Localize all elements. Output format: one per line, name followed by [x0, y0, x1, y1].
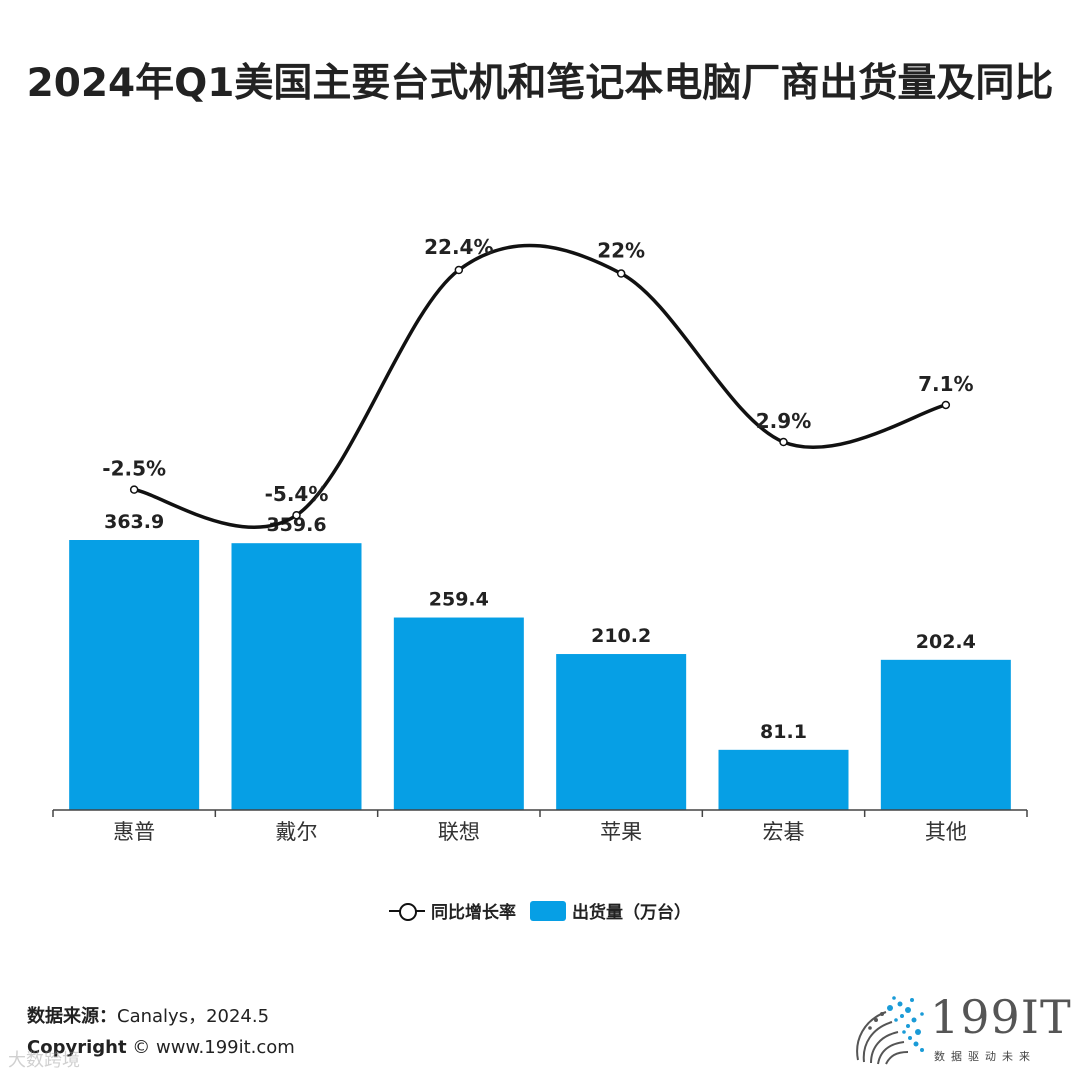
copyright-value: © www.199it.com	[132, 1037, 295, 1058]
growth-label-0: -2.5%	[102, 457, 166, 481]
x-axis: 惠普 戴尔 联想 苹果 宏碁 其他	[52, 809, 1028, 844]
x-tick-label-0: 惠普	[113, 820, 155, 844]
growth-point-2	[454, 265, 464, 275]
bar-value-label-5: 202.4	[916, 631, 976, 653]
bar-0	[69, 540, 200, 810]
copyright-label: Copyright	[27, 1037, 127, 1058]
legend-line-marker-icon	[389, 902, 425, 921]
growth-label-5: 7.1%	[918, 372, 973, 396]
legend-item-growth: 同比增长率	[389, 898, 516, 923]
bar-value-label-3: 210.2	[591, 625, 651, 647]
growth-label-2: 22.4%	[424, 235, 493, 259]
growth-label-3: 22%	[597, 239, 645, 263]
legend-growth-label: 同比增长率	[431, 903, 516, 923]
x-tick-label-5: 其他	[925, 820, 967, 844]
logo-text: 199IT	[930, 990, 1072, 1044]
source-note: 数据来源：Canalys，2024.5	[27, 1002, 269, 1028]
legend-shipments-label: 出货量（万台）	[572, 903, 691, 923]
growth-point-1	[292, 510, 301, 520]
bar-2	[393, 617, 524, 810]
growth-point-3	[616, 269, 626, 278]
logo-subtitle: 数据驱动未来	[934, 1050, 1036, 1063]
growth-label-4: 2.9%	[756, 409, 811, 433]
x-tick-label-2: 联想	[438, 820, 480, 844]
legend-bar-swatch-icon	[530, 900, 566, 921]
logo-globe-icon	[856, 996, 924, 1065]
bar-value-label-2: 259.4	[429, 589, 489, 611]
legend-item-shipments: 出货量（万台）	[530, 898, 691, 923]
source-value: Canalys，2024.5	[117, 1006, 270, 1027]
logo: 199IT 数据驱动未来	[846, 990, 1071, 1070]
growth-rate-line	[133, 243, 947, 529]
growth-point-5	[941, 400, 951, 410]
bar-3	[556, 654, 687, 810]
chart-title: 2024年Q1美国主要台式机和笔记本电脑厂商出货量及同比	[26, 61, 1054, 106]
growth-line-layer: -2.5% -5.4% 22.4% 22% 2.9% 7.1%	[102, 235, 974, 529]
source-label: 数据来源：	[27, 1006, 117, 1027]
bar-value-label-1: 359.6	[266, 514, 326, 536]
bar-value-label-0: 363.9	[104, 511, 164, 533]
growth-point-4	[779, 437, 788, 447]
growth-point-0	[129, 485, 139, 494]
x-tick-label-3: 苹果	[600, 820, 642, 844]
bars-layer: 363.9 359.6 259.4 210.2 81.1 202.4	[69, 511, 1011, 810]
x-tick-label-1: 戴尔	[276, 820, 318, 844]
bar-value-label-4: 81.1	[760, 721, 807, 743]
watermark: 大数跨境	[8, 1050, 80, 1071]
x-tick-label-4: 宏碁	[763, 820, 805, 844]
bar-1	[231, 543, 362, 810]
chart-svg: 363.9 359.6 259.4 210.2 81.1 202.4 惠普 戴尔 联想 苹果 宏碁…	[52, 235, 1028, 844]
bar-5	[880, 659, 1011, 810]
copyright-note: Copyright © www.199it.com	[27, 1037, 295, 1058]
legend: 同比增长率 出货量（万台）	[0, 898, 1080, 923]
bar-4	[718, 749, 849, 810]
growth-label-1: -5.4%	[265, 482, 329, 506]
